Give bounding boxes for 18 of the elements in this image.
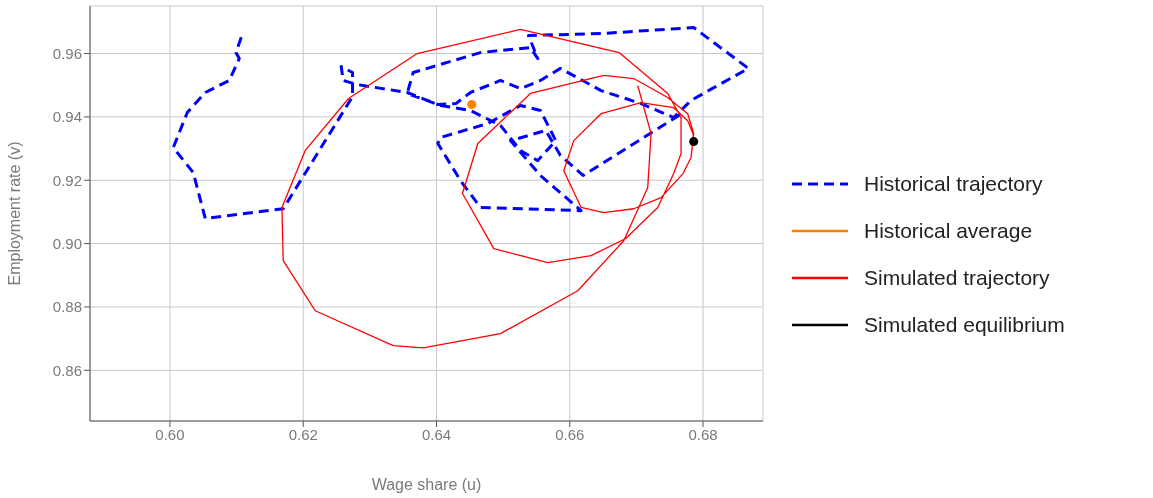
legend-label: Historical average [864, 218, 1033, 243]
y-tick-label: 0.96 [52, 44, 82, 62]
x-tick-label: 0.66 [555, 425, 585, 443]
x-axis-title: Wage share (u) [371, 476, 482, 493]
y-tick-label: 0.92 [52, 171, 82, 189]
legend-label: Simulated trajectory [864, 265, 1050, 290]
legend-label: Historical trajectory [864, 171, 1043, 196]
x-tick-label: 0.68 [688, 425, 718, 443]
x-tick-label: 0.64 [421, 425, 452, 443]
legend-label: Simulated equilibrium [864, 312, 1065, 337]
y-axis-title: Employment rate (v) [5, 141, 23, 286]
x-tick-label: 0.60 [155, 425, 185, 443]
x-tick-label: 0.62 [288, 425, 318, 443]
y-tick-label: 0.94 [52, 108, 82, 126]
line-series [171, 26, 750, 221]
y-tick-label: 0.88 [52, 298, 82, 316]
y-tick-label: 0.86 [52, 361, 82, 379]
y-tick-label: 0.90 [52, 234, 82, 252]
